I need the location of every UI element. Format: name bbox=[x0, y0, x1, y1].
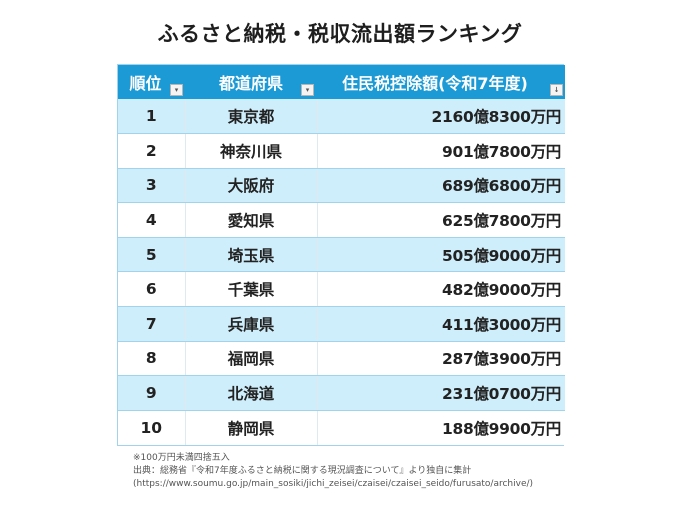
prefecture-cell: 大阪府 bbox=[185, 168, 318, 204]
table-row: 6 千葉県 482億9000万円 bbox=[118, 271, 565, 308]
prefecture-cell: 千葉県 bbox=[185, 271, 318, 308]
sort-descending-icon[interactable]: ↓ bbox=[550, 84, 563, 96]
rounding-note: ※100万円未満四捨五入 bbox=[133, 453, 230, 463]
rank-cell: 6 bbox=[118, 271, 186, 308]
table-row: 8 福岡県 287億3900万円 bbox=[118, 341, 565, 377]
table-row: 7 兵庫県 411億3000万円 bbox=[118, 306, 565, 342]
amount-cell: 411億3000万円 bbox=[317, 306, 565, 342]
column-header-prefecture-label: 都道府県 bbox=[218, 74, 283, 93]
prefecture-cell: 愛知県 bbox=[185, 202, 318, 238]
column-header-rank: 順位 ▾ bbox=[118, 65, 185, 99]
table-row: 4 愛知県 625億7800万円 bbox=[118, 202, 565, 238]
table-row: 5 埼玉県 505億9000万円 bbox=[118, 237, 565, 273]
prefecture-cell: 静岡県 bbox=[185, 410, 318, 445]
prefecture-cell: 東京都 bbox=[185, 99, 318, 135]
rank-cell: 7 bbox=[118, 306, 186, 342]
prefecture-cell: 北海道 bbox=[185, 375, 318, 411]
amount-cell: 901億7800万円 bbox=[317, 133, 565, 169]
prefecture-cell: 神奈川県 bbox=[185, 133, 318, 169]
amount-cell: 625億7800万円 bbox=[317, 202, 565, 238]
table-row: 10 静岡県 188億9900万円 bbox=[118, 410, 565, 445]
filter-dropdown-icon[interactable]: ▾ bbox=[170, 84, 183, 96]
table-row: 2 神奈川県 901億7800万円 bbox=[118, 133, 565, 169]
rank-cell: 1 bbox=[118, 99, 186, 135]
amount-cell: 287億3900万円 bbox=[317, 341, 565, 377]
amount-cell: 231億0700万円 bbox=[317, 375, 565, 411]
prefecture-cell: 兵庫県 bbox=[185, 306, 318, 342]
column-header-rank-label: 順位 bbox=[129, 74, 162, 93]
column-header-amount-label: 住民税控除額(令和7年度) bbox=[342, 74, 528, 93]
table-row: 1 東京都 2160億8300万円 bbox=[118, 99, 565, 135]
rank-cell: 8 bbox=[118, 341, 186, 377]
amount-cell: 482億9000万円 bbox=[317, 271, 565, 308]
table-header-row: 順位 ▾ 都道府県 ▾ 住民税控除額(令和7年度) ↓ bbox=[118, 65, 565, 99]
prefecture-cell: 福岡県 bbox=[185, 341, 318, 377]
column-header-prefecture: 都道府県 ▾ bbox=[185, 65, 317, 99]
rank-cell: 10 bbox=[118, 410, 186, 445]
amount-cell: 689億6800万円 bbox=[317, 168, 565, 204]
prefecture-cell: 埼玉県 bbox=[185, 237, 318, 273]
rank-cell: 2 bbox=[118, 133, 186, 169]
footnotes: ※100万円未満四捨五入 出典：総務省『令和7年度ふるさと納税に関する現況調査に… bbox=[133, 452, 533, 491]
rank-cell: 5 bbox=[118, 237, 186, 273]
page-title: ふるさと納税・税収流出額ランキング bbox=[157, 22, 523, 46]
ranking-table-container: 順位 ▾ 都道府県 ▾ 住民税控除額(令和7年度) ↓ 1 東京都 bbox=[117, 64, 565, 446]
amount-cell: 2160億8300万円 bbox=[317, 99, 565, 135]
rank-cell: 9 bbox=[118, 375, 186, 411]
source-url: (https://www.soumu.go.jp/main_sosiki/jic… bbox=[133, 479, 534, 489]
source-note: 出典：総務省『令和7年度ふるさと納税に関する現況調査について』より独自に集計 bbox=[133, 466, 472, 476]
rank-cell: 3 bbox=[118, 168, 186, 204]
table-row: 9 北海道 231億0700万円 bbox=[118, 375, 565, 411]
rank-cell: 4 bbox=[118, 202, 186, 238]
table-row: 3 大阪府 689億6800万円 bbox=[118, 168, 565, 204]
column-header-amount: 住民税控除額(令和7年度) ↓ bbox=[317, 65, 565, 99]
filter-dropdown-icon[interactable]: ▾ bbox=[301, 84, 314, 96]
amount-cell: 188億9900万円 bbox=[317, 410, 565, 445]
ranking-table: 順位 ▾ 都道府県 ▾ 住民税控除額(令和7年度) ↓ 1 東京都 bbox=[118, 65, 565, 445]
amount-cell: 505億9000万円 bbox=[317, 237, 565, 273]
